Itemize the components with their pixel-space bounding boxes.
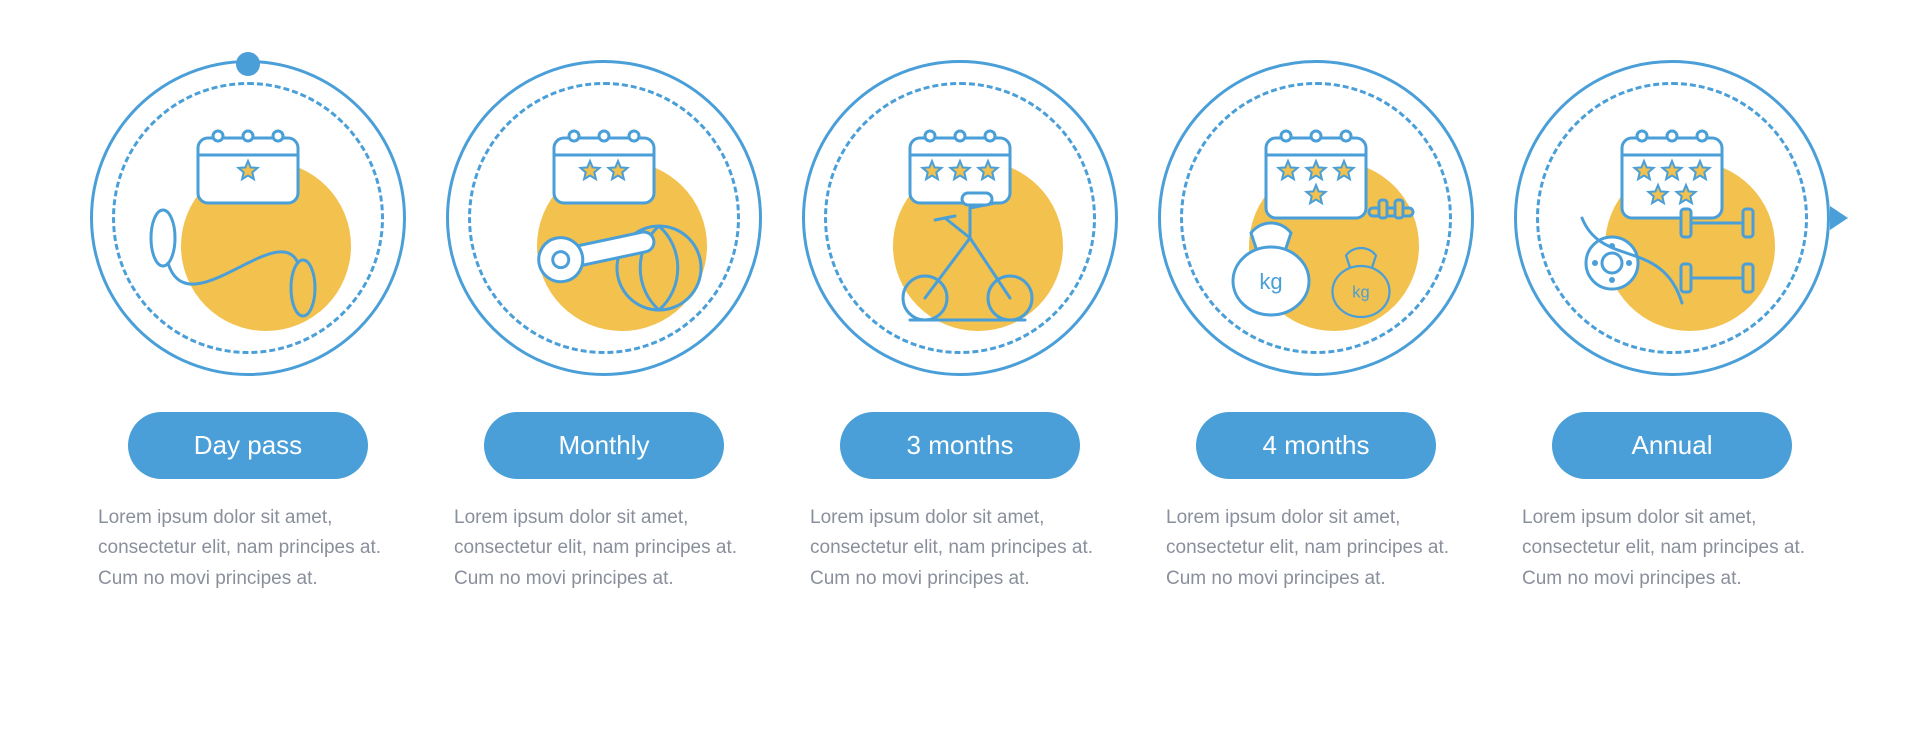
plan-item: Day pass Lorem ipsum dolor sit amet, cons… <box>90 60 406 594</box>
infographic-row: Day pass Lorem ipsum dolor sit amet, cons… <box>80 60 1840 594</box>
plan-label-pill: 4 months <box>1196 412 1436 479</box>
plan-item: 3 months Lorem ipsum dolor sit amet, cons… <box>802 60 1118 594</box>
start-dot-icon <box>236 52 260 76</box>
plan-description: Lorem ipsum dolor sit amet, consectetur … <box>1522 503 1822 594</box>
plan-circle <box>90 60 406 376</box>
plan-label-pill: Day pass <box>128 412 368 479</box>
plan-item: kg kg 4 months Lorem ipsum dolor sit amet… <box>1158 60 1474 594</box>
plan-description: Lorem ipsum dolor sit amet, consectetur … <box>454 503 754 594</box>
mat-ball-icon <box>446 60 762 376</box>
kettlebells-icon: kg kg <box>1158 60 1474 376</box>
plan-description: Lorem ipsum dolor sit amet, consectetur … <box>98 503 398 594</box>
barbells-icon <box>1514 60 1830 376</box>
svg-text:kg: kg <box>1352 284 1369 302</box>
plan-label-pill: 3 months <box>840 412 1080 479</box>
plan-description: Lorem ipsum dolor sit amet, consectetur … <box>810 503 1110 594</box>
plan-circle <box>802 60 1118 376</box>
plan-label-pill: Annual <box>1552 412 1792 479</box>
plan-item: Annual Lorem ipsum dolor sit amet, consec… <box>1514 60 1830 594</box>
plan-circle: kg kg <box>1158 60 1474 376</box>
plan-label-pill: Monthly <box>484 412 724 479</box>
plan-circle <box>446 60 762 376</box>
bike-icon <box>802 60 1118 376</box>
jump-rope-icon <box>90 60 406 376</box>
plan-description: Lorem ipsum dolor sit amet, consectetur … <box>1166 503 1466 594</box>
plan-circle <box>1514 60 1830 376</box>
plan-item: Monthly Lorem ipsum dolor sit amet, conse… <box>446 60 762 594</box>
end-arrow-icon <box>1830 206 1848 230</box>
svg-text:kg: kg <box>1259 269 1282 294</box>
